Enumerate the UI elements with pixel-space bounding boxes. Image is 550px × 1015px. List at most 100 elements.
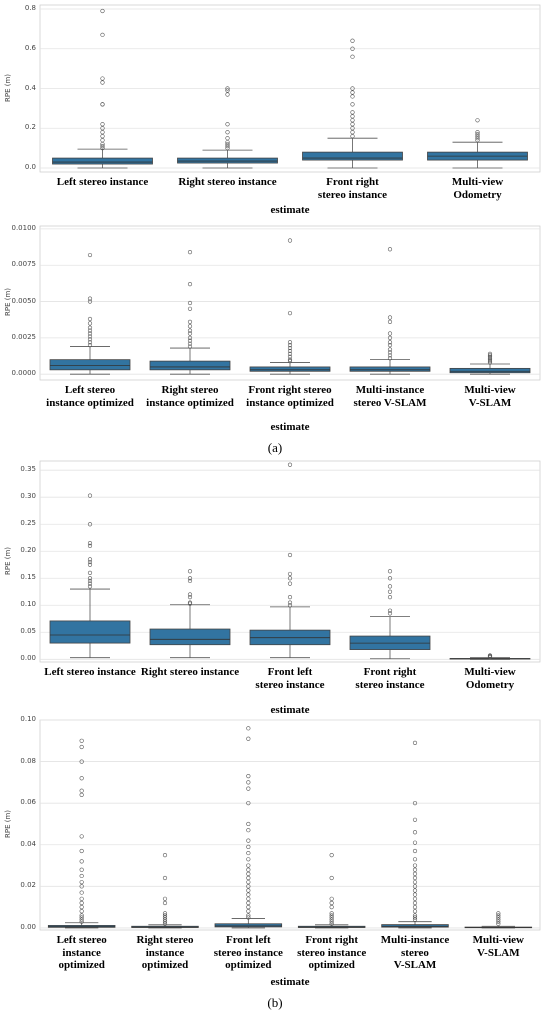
outlier <box>87 578 93 584</box>
box <box>349 366 431 372</box>
outlier <box>187 306 193 311</box>
outlier <box>387 340 393 345</box>
outlier <box>387 584 393 589</box>
outlier <box>187 335 193 340</box>
outlier <box>162 913 168 918</box>
outlier <box>475 136 480 141</box>
outlier <box>225 146 230 151</box>
y-tick-label: 0.2 <box>24 123 36 132</box>
outlier <box>350 94 355 99</box>
outlier <box>387 353 393 358</box>
outlier <box>287 357 293 362</box>
y-tick-label: 0.08 <box>20 756 36 765</box>
outlier <box>246 913 251 918</box>
outlier <box>412 817 418 822</box>
outlier <box>79 848 84 854</box>
x-tick-label: Front right stereo instance <box>317 176 388 201</box>
outlier <box>350 134 355 139</box>
outlier <box>79 873 84 879</box>
y-tick-label: 0.00 <box>20 922 36 931</box>
outlier <box>387 576 393 581</box>
outlier <box>487 351 493 356</box>
outlier <box>87 581 93 586</box>
outlier <box>187 595 193 600</box>
outlier <box>287 552 293 558</box>
outlier <box>350 54 355 59</box>
outlier <box>87 522 93 527</box>
outlier <box>162 919 168 924</box>
y-tick-label: 0.0100 <box>11 223 37 232</box>
outlier <box>487 356 493 361</box>
y-tick-label: 0.02 <box>20 881 36 890</box>
outlier <box>87 325 93 330</box>
outlier <box>87 570 93 575</box>
outlier <box>87 576 93 581</box>
outlier <box>87 296 93 301</box>
plot-frame <box>39 719 541 931</box>
outlier <box>350 122 355 127</box>
outlier <box>350 38 355 43</box>
y-axis-label: RPE (m) <box>4 73 12 102</box>
x-tick-label: Multi-view V-SLAM <box>472 934 524 959</box>
x-tick-label: Multi-instance stereo V-SLAM <box>353 384 427 409</box>
outlier <box>387 315 393 320</box>
outlier <box>475 118 480 123</box>
x-tick-label: Front right stereo instance <box>355 666 425 691</box>
outlier <box>79 776 84 781</box>
outlier <box>187 319 193 324</box>
y-tick-label: 0.25 <box>20 519 36 528</box>
outlier <box>412 917 418 922</box>
outlier <box>100 134 105 139</box>
box <box>149 628 231 646</box>
outlier <box>246 892 251 897</box>
outlier <box>287 603 293 608</box>
outlier <box>79 896 84 901</box>
y-tick-label: 0.10 <box>20 715 36 723</box>
outlier <box>187 338 193 343</box>
outlier <box>187 341 193 346</box>
y-tick-label: 0.0075 <box>11 260 37 269</box>
panel-label: (b) <box>267 995 283 1010</box>
outlier <box>350 86 355 91</box>
outlier <box>287 359 293 364</box>
outlier <box>412 840 418 845</box>
outlier <box>187 328 193 333</box>
y-tick-label: 0.10 <box>20 600 36 609</box>
outlier <box>387 319 393 324</box>
outlier <box>87 321 93 326</box>
outlier <box>87 559 93 565</box>
outlier <box>475 130 480 135</box>
outlier <box>187 600 193 605</box>
x-tick-label: Front right stereo instance optimized <box>297 934 367 972</box>
outlier <box>329 853 334 858</box>
outlier <box>412 848 418 854</box>
outlier <box>287 571 293 577</box>
y-tick-label: 0.06 <box>20 798 36 807</box>
outlier <box>496 917 501 922</box>
outlier <box>79 759 84 764</box>
outlier <box>100 76 105 81</box>
outlier <box>79 788 84 793</box>
box <box>49 620 131 644</box>
outlier <box>387 343 393 348</box>
y-tick-label: 0.6 <box>24 43 36 52</box>
outlier <box>87 541 93 546</box>
outlier <box>187 250 193 255</box>
outlier <box>87 343 93 348</box>
outlier <box>100 130 105 135</box>
outlier <box>496 913 501 918</box>
box <box>381 924 449 928</box>
y-tick-label: 0.0050 <box>11 296 37 305</box>
outlier <box>87 557 93 562</box>
x-tick-label: Multi-view Odometry <box>451 176 504 201</box>
outlier <box>412 884 418 889</box>
outlier <box>387 247 393 252</box>
outlier <box>412 888 418 893</box>
outlier <box>246 844 251 849</box>
outlier <box>87 331 93 336</box>
outlier <box>287 348 293 354</box>
outlier <box>246 884 251 889</box>
outlier <box>187 324 193 329</box>
box <box>302 151 403 161</box>
